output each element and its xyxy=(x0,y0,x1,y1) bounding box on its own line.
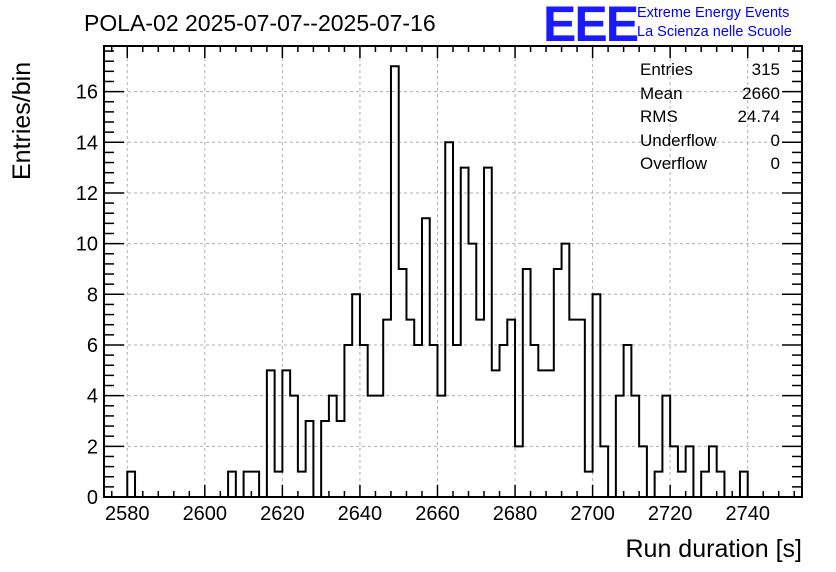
stat-overflow: Overflow 0 xyxy=(640,154,780,178)
histogram-bin xyxy=(717,472,725,497)
histogram-bin xyxy=(701,472,709,497)
histogram-outline xyxy=(104,65,802,498)
histogram-bin xyxy=(445,142,453,497)
histogram-bin xyxy=(306,421,314,497)
histogram-bin xyxy=(639,446,647,497)
y-tick-label: 10 xyxy=(76,234,98,256)
stat-label: Entries xyxy=(640,60,693,79)
histogram-bin xyxy=(577,320,585,497)
x-tick-label: 2600 xyxy=(183,503,228,525)
y-tick-label: 0 xyxy=(87,487,98,509)
histogram-bin xyxy=(515,446,523,497)
histogram-bin xyxy=(740,472,748,497)
y-tick-label: 8 xyxy=(87,284,98,306)
histogram-bin xyxy=(430,345,438,497)
stat-label: Underflow xyxy=(640,130,717,150)
histogram-bin xyxy=(298,472,306,497)
histogram-bin xyxy=(531,345,539,497)
histogram-bin xyxy=(678,472,686,497)
histogram-bin xyxy=(546,370,554,497)
histogram-bin xyxy=(554,269,562,497)
histogram-bin xyxy=(391,66,399,497)
histogram-bin xyxy=(406,320,414,497)
histogram-bin xyxy=(399,269,407,497)
histogram-bin xyxy=(562,244,570,497)
histogram-bin xyxy=(484,168,492,497)
y-tick-label: 4 xyxy=(87,386,98,408)
histogram-bin xyxy=(360,345,368,497)
y-axis-label: Entries/bin xyxy=(8,61,36,180)
histogram-bin xyxy=(476,320,484,497)
x-axis-label: Run duration [s] xyxy=(625,535,803,563)
histogram-bin xyxy=(251,472,259,497)
histogram-bin xyxy=(422,218,430,497)
histogram-bin xyxy=(492,370,500,497)
histogram-bin xyxy=(282,370,290,497)
histogram-bin xyxy=(461,168,469,497)
histogram-bin xyxy=(709,446,717,497)
logo-caption-line2: La Scienza nelle Scuole xyxy=(637,24,792,40)
histogram-bin xyxy=(267,370,275,497)
stat-label: RMS xyxy=(640,107,678,126)
y-tick-label: 2 xyxy=(87,436,98,458)
chart-title: POLA-02 2025-07-07--2025-07-16 xyxy=(84,10,436,36)
histogram-bin xyxy=(507,320,515,497)
histogram-bin xyxy=(469,244,477,497)
histogram-bin xyxy=(569,320,577,497)
histogram-bin xyxy=(670,446,678,497)
histogram-bin xyxy=(414,345,422,497)
histogram-bin xyxy=(275,472,283,497)
histogram-bin xyxy=(321,421,329,497)
histogram-bin xyxy=(538,370,546,497)
stats-box: Entries 315 Mean 2660 RMS 24.74 Underflow 0 … xyxy=(640,60,780,178)
stat-underflow: Underflow 0 xyxy=(640,131,780,155)
stat-entries: Entries 315 xyxy=(640,60,780,84)
stat-mean: Mean 2660 xyxy=(640,84,780,108)
y-tick-label: 6 xyxy=(87,335,98,357)
histogram-bin xyxy=(523,269,531,497)
y-tick-label: 12 xyxy=(76,183,98,205)
logo-caption: Extreme Energy Events La Scienza nelle S… xyxy=(637,4,792,42)
x-tick-label: 2680 xyxy=(493,503,538,525)
histogram-bin xyxy=(453,345,461,497)
x-tick-label: 2660 xyxy=(415,503,460,525)
histogram-bin xyxy=(244,472,252,497)
histogram-bin xyxy=(344,345,352,497)
eee-logo: EEE xyxy=(543,0,639,52)
histogram-bin xyxy=(127,472,135,497)
histogram-bin xyxy=(655,472,663,497)
stat-value: 0 xyxy=(770,154,780,173)
histogram-bin xyxy=(383,320,391,497)
x-tick-label: 2700 xyxy=(570,503,615,525)
histogram-bin xyxy=(600,446,608,497)
x-tick-label: 2640 xyxy=(338,503,383,525)
stat-label: Mean xyxy=(640,83,683,103)
histogram-bin xyxy=(624,345,632,497)
x-tick-label: 2720 xyxy=(648,503,693,525)
y-tick-label: 14 xyxy=(76,132,98,154)
stat-value: 24.74 xyxy=(737,107,780,126)
logo-caption-line1: Extreme Energy Events xyxy=(637,5,790,21)
x-tick-label: 2620 xyxy=(260,503,305,525)
stat-value: 0 xyxy=(770,130,780,150)
stat-rms: RMS 24.74 xyxy=(640,107,780,131)
y-tick-label: 16 xyxy=(76,82,98,104)
stat-label: Overflow xyxy=(640,154,708,173)
stat-value: 2660 xyxy=(742,83,780,103)
histogram-bin xyxy=(500,345,508,497)
histogram-bin xyxy=(337,421,345,497)
histogram-bin xyxy=(686,446,694,497)
x-tick-label: 2580 xyxy=(105,503,150,525)
histogram-bin xyxy=(585,472,593,497)
x-tick-label: 2740 xyxy=(725,503,770,525)
histogram-bin xyxy=(228,472,236,497)
stat-value: 315 xyxy=(751,60,780,79)
